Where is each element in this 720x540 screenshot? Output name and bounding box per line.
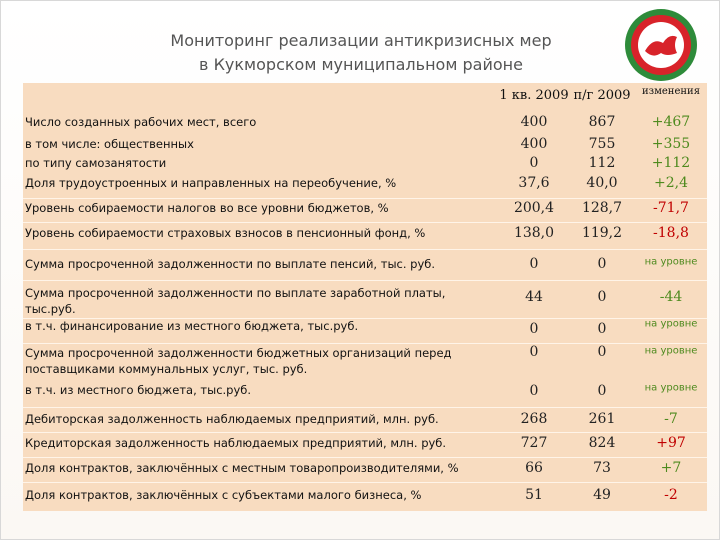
cell-value: 138,0 <box>513 225 555 241</box>
column-header: 1 кв. 2009 <box>499 88 569 103</box>
change-value: на уровне <box>644 382 698 394</box>
change-value: -71,7 <box>653 200 689 216</box>
row-separator <box>23 407 707 408</box>
cell-value: 0 <box>597 344 607 360</box>
cell-value: 400 <box>520 114 548 130</box>
change-value: -44 <box>659 289 683 305</box>
column-header: изменения <box>641 86 701 97</box>
change-value: на уровне <box>644 318 698 330</box>
row-label: Доля контрактов, заключённых с местным т… <box>25 461 459 475</box>
cell-value: 44 <box>525 289 543 305</box>
row-label: Уровень собираемости страховых взносов в… <box>25 226 426 240</box>
row-separator <box>23 280 707 281</box>
row-separator <box>23 432 707 433</box>
row-label: Кредиторская задолженность наблюдаемых п… <box>25 436 447 450</box>
cell-value: 755 <box>588 136 616 152</box>
cell-value: 128,7 <box>581 200 623 216</box>
row-label: Сумма просроченной задолженности по выпл… <box>25 257 436 271</box>
row-separator <box>23 222 707 223</box>
cell-value: 112 <box>588 155 616 171</box>
table <box>23 83 707 511</box>
row-label: по типу самозанятости <box>25 156 167 170</box>
row-separator <box>23 343 707 344</box>
row-separator <box>23 198 707 199</box>
cell-value: 0 <box>529 344 539 360</box>
cell-value: 0 <box>597 383 607 399</box>
emblem <box>625 9 697 81</box>
change-value: +112 <box>651 155 691 171</box>
row-label: Доля контрактов, заключённых с субъектам… <box>25 488 422 502</box>
row-separator <box>23 249 707 250</box>
cell-value: 37,6 <box>518 175 550 191</box>
cell-value: 0 <box>529 321 539 337</box>
cell-value: 268 <box>520 411 548 427</box>
row-label: в т.ч. финансирование из местного бюджет… <box>25 319 359 333</box>
column-header: п/г 2009 <box>573 88 631 103</box>
change-value: +97 <box>656 435 686 451</box>
title-line: Мониторинг реализации антикризисных мер <box>170 31 552 50</box>
cell-value: 0 <box>597 289 607 305</box>
cell-value: 0 <box>597 256 607 272</box>
cell-value: 0 <box>529 383 539 399</box>
cell-value: 0 <box>597 321 607 337</box>
row-label: Дебиторская задолженность наблюдаемых пр… <box>25 412 439 426</box>
row-label: Доля трудоустроенных и направленных на п… <box>25 176 397 190</box>
row-label: Число созданных рабочих мест, всего <box>25 115 257 129</box>
cell-value: 0 <box>529 256 539 272</box>
cell-value: 261 <box>588 411 616 427</box>
change-value: +2,4 <box>654 175 688 191</box>
row-label: в т.ч. из местного бюджета, тыс.руб. <box>25 383 252 397</box>
cell-value: 400 <box>520 136 548 152</box>
change-value: +355 <box>651 136 691 152</box>
cell-value: 119,2 <box>581 225 623 241</box>
change-value: +467 <box>651 114 691 130</box>
cell-value: 73 <box>593 460 611 476</box>
change-value: -7 <box>664 411 678 427</box>
change-value: на уровне <box>644 345 698 357</box>
change-value: +7 <box>660 460 682 476</box>
row-label: в том числе: общественных <box>25 137 194 151</box>
cell-value: 66 <box>525 460 543 476</box>
cell-value: 49 <box>593 487 611 503</box>
title-line: в Кукморском муниципальном районе <box>199 55 523 74</box>
row-separator <box>23 457 707 458</box>
row-label: Сумма просроченной задолженности бюджетн… <box>25 346 452 376</box>
row-label: Уровень собираемости налогов во все уров… <box>25 201 389 215</box>
cell-value: 51 <box>525 487 543 503</box>
row-separator <box>23 318 707 319</box>
cell-value: 727 <box>520 435 548 451</box>
change-value: -18,8 <box>653 225 689 241</box>
cell-value: 824 <box>588 435 616 451</box>
cell-value: 40,0 <box>586 175 618 191</box>
row-separator <box>23 482 707 483</box>
cell-value: 200,4 <box>513 200 555 216</box>
change-value: на уровне <box>644 256 698 268</box>
row-label: Сумма просроченной задолженности по выпл… <box>25 286 446 316</box>
change-value: -2 <box>664 487 678 503</box>
cell-value: 0 <box>529 155 539 171</box>
cell-value: 867 <box>588 114 616 130</box>
